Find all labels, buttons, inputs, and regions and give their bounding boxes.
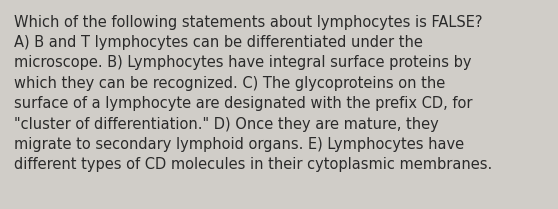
Text: Which of the following statements about lymphocytes is FALSE?
A) B and T lymphoc: Which of the following statements about … (14, 15, 492, 172)
